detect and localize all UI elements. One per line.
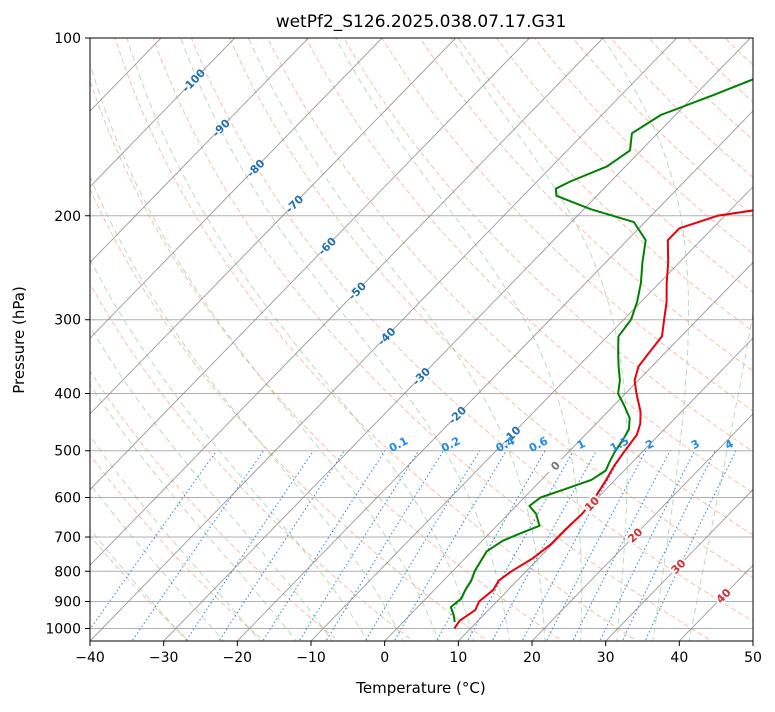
mixing-ratio-line [184,451,313,644]
mixing-ratio-label: 0.1 [387,434,410,455]
mixing-ratio-line [599,451,695,644]
moist-adiabat [127,38,475,643]
y-tick-label: 500 [54,444,81,460]
dry-adiabat [600,25,775,644]
dry-adiabat [0,25,191,644]
dry-adiabat [0,25,266,644]
moist-adiabat [0,38,298,643]
moist-adiabat [14,38,369,643]
y-tick-label: 400 [54,387,81,403]
mixing-ratio-line [545,451,646,644]
dry-adiabat [562,25,775,644]
dry-adiabat [224,25,775,644]
mixing-ratio-line [217,451,344,644]
isotherm [0,25,542,644]
isotherm [0,25,395,644]
y-tick-label: 100 [54,31,81,47]
y-tick-label: 1000 [45,621,81,637]
isotherm [751,25,775,644]
dry-adiabat [487,25,775,644]
mixing-ratio-line [644,451,736,644]
isotherm [0,25,321,644]
y-tick-label: 900 [54,594,81,610]
moist-adiabat [0,38,226,643]
dry-adiabat [149,25,716,644]
moist-adiabat [689,38,771,643]
dewpoint-profile-line [451,38,775,622]
dry-adiabat [449,25,775,644]
dry-adiabat [712,25,775,644]
dry-adiabat [0,25,341,644]
isotherm [0,25,248,644]
mixing-ratio-line [325,451,444,644]
x-tick-label: −40 [75,650,105,666]
isotherm [677,25,775,644]
x-tick-label: 40 [670,650,688,666]
x-axis-label: Temperature (°C) [355,679,485,697]
isotherm [161,25,763,644]
mixing-ratio-label: 0.2 [439,434,462,455]
y-tick-label: 200 [54,209,81,225]
x-tick-label: −10 [296,650,326,666]
mixing-ratio-line [435,451,545,644]
y-tick-label: 600 [54,490,81,506]
x-tick-label: 50 [744,650,762,666]
x-tick-label: 10 [449,650,467,666]
mixing-ratio-line [572,451,671,644]
dry-adiabat [675,25,775,644]
isotherm [530,25,775,644]
moist-adiabat [181,38,510,643]
series-layer [451,38,775,629]
dry-adiabat [412,25,775,644]
mixing-ratio-label: 0.6 [527,434,551,455]
moist-adiabat [0,38,334,643]
isotherm [14,25,616,644]
mixing-ratio-line [393,451,507,644]
dry-adiabat [337,25,775,644]
chart-title: wetPf2_S126.2025.038.07.17.G31 [276,12,567,32]
mixing-ratio-label: 1 [575,437,588,452]
dry-adiabat [261,25,775,644]
dry-adiabat [0,25,416,644]
mixing-ratio-line [261,451,385,644]
x-tick-label: −20 [223,650,253,666]
mixing-ratio-line [130,451,263,644]
x-tick-label: 0 [380,650,389,666]
y-tick-label: 300 [54,313,81,329]
isotherm [382,25,775,644]
x-tick-label: −30 [149,650,179,666]
isotherm [456,25,775,644]
mixing-ratio-line [621,451,715,644]
plot-frame [90,38,753,641]
y-axis-ticks: 1000 900 800 700 600 500 400 300 200 100 [45,31,90,637]
y-tick-label: 700 [54,530,81,546]
y-axis-label: Pressure (hPa) [10,286,28,394]
x-tick-label: 20 [523,650,541,666]
mixing-ratio-line [491,451,596,644]
x-axis-ticks: −40 −30 −20 −10 0 10 20 30 40 50 [75,641,762,666]
isotherm-label: -100 [179,66,208,95]
x-tick-label: 30 [597,650,615,666]
dry-adiabat [750,25,775,644]
y-tick-label: 800 [54,564,81,580]
